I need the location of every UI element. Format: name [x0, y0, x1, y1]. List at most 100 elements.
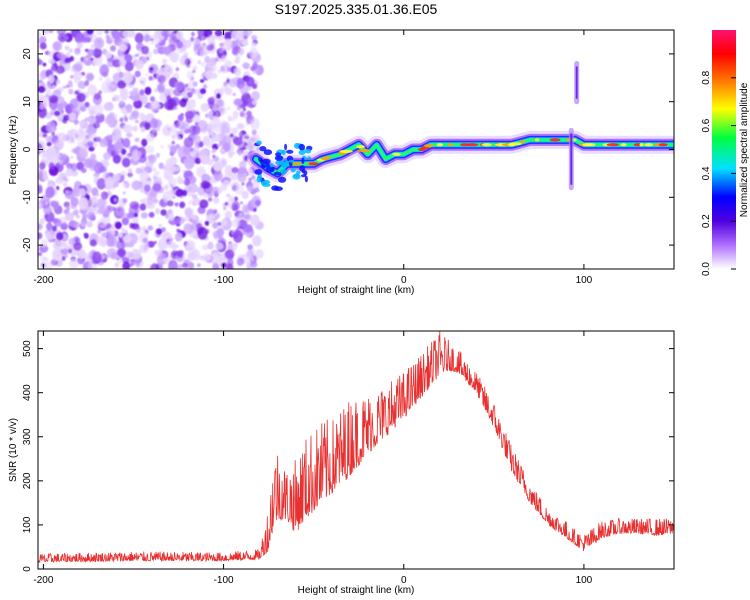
noise-blob	[64, 62, 71, 71]
noise-blob	[78, 148, 89, 159]
noise-blob	[150, 96, 155, 102]
noise-blob	[62, 221, 67, 226]
noise-blob	[97, 228, 102, 233]
noise-blob	[112, 173, 121, 182]
noise-blob	[249, 172, 253, 176]
noise-blob	[119, 58, 127, 67]
ridge-scatter	[269, 163, 274, 168]
ridge-scatter	[284, 143, 288, 151]
noise-blob	[63, 35, 69, 41]
noise-blob	[250, 137, 255, 142]
noise-blob	[212, 221, 219, 229]
noise-blob	[177, 179, 184, 185]
ridge-scatter	[280, 168, 287, 175]
colorbar-tick-label: 0.4	[701, 166, 712, 180]
noise-blob	[74, 119, 80, 125]
noise-blob	[213, 209, 218, 214]
noise-blob	[251, 35, 258, 41]
noise-blob	[234, 58, 241, 64]
noise-blob	[163, 168, 174, 181]
noise-blob	[76, 215, 80, 219]
series-line-snr	[38, 331, 674, 564]
noise-blob	[91, 251, 102, 264]
noise-blob	[227, 245, 234, 251]
noise-blob	[232, 110, 239, 119]
noise-blob	[55, 177, 64, 185]
noise-blob	[50, 126, 56, 133]
snr-y-axis-label: SNR (10 * v/v)	[8, 418, 19, 482]
ridge-hotspot	[447, 143, 454, 147]
ridge-scatter	[307, 156, 311, 160]
noise-blob	[42, 133, 48, 138]
noise-blob	[251, 129, 257, 135]
noise-blob	[99, 64, 109, 77]
noise-blob	[132, 249, 142, 260]
noise-blob	[211, 35, 217, 40]
colorbar-gradient	[712, 30, 736, 269]
noise-blob	[252, 235, 262, 247]
noise-blob	[183, 223, 194, 235]
snr-y-tick-label: 0	[22, 566, 33, 572]
noise-blob	[234, 216, 241, 222]
colorbar: 0.0 0.2 0.4 0.6 0.8 Normalized spectral ampl…	[701, 30, 750, 276]
noise-blob	[169, 156, 178, 165]
snr-y-tick-label: 300	[22, 428, 33, 445]
noise-blob	[104, 51, 112, 59]
noise-blob	[124, 61, 134, 72]
noise-blob	[135, 150, 142, 158]
noise-blob	[87, 84, 97, 96]
ridge-scatter	[274, 155, 283, 161]
noise-blob	[47, 74, 55, 84]
noise-blob	[231, 200, 240, 211]
snr-x-tick-label: 0	[401, 575, 407, 586]
noise-blob	[166, 200, 174, 207]
noise-blob	[113, 113, 118, 118]
noise-blob	[95, 136, 102, 142]
noise-blob	[227, 115, 233, 122]
noise-blob	[65, 52, 71, 57]
noise-blob	[65, 205, 71, 212]
noise-blob	[131, 262, 135, 266]
noise-blob	[54, 110, 61, 117]
noise-blob	[196, 43, 201, 47]
noise-blob	[50, 112, 54, 116]
noise-blob	[135, 53, 140, 57]
noise-blob	[121, 157, 131, 168]
snr-x-axis-label: Height of straight line (km)	[298, 585, 415, 596]
noise-blob	[200, 103, 210, 112]
noise-blob	[153, 240, 157, 245]
noise-blob	[62, 86, 66, 89]
noise-blob	[221, 148, 225, 153]
noise-blob	[38, 184, 43, 192]
noise-blob	[199, 79, 205, 83]
noise-blob	[240, 201, 244, 205]
noise-blob	[221, 46, 227, 51]
noise-blob	[93, 47, 102, 59]
snr-y-axis: 0 100 200 300 400 500	[22, 340, 674, 572]
noise-blob	[254, 199, 261, 206]
noise-blob	[111, 30, 120, 39]
noise-blob	[77, 80, 87, 90]
snr-y-tick-label: 500	[22, 340, 33, 357]
ridge-hotspot	[520, 140, 526, 144]
noise-blob	[171, 134, 176, 140]
ridge-scatter	[286, 149, 294, 154]
noise-blob	[169, 189, 175, 196]
noise-blob	[68, 88, 74, 95]
noise-blob	[241, 190, 249, 199]
noise-blob	[61, 256, 66, 261]
noise-blob	[119, 117, 124, 123]
noise-blob	[197, 60, 201, 65]
noise-blob	[181, 189, 188, 197]
noise-blob	[152, 183, 162, 192]
noise-blob	[242, 62, 250, 69]
noise-blob	[158, 199, 165, 207]
noise-blob	[236, 123, 245, 130]
noise-blob	[197, 263, 201, 268]
noise-blob	[164, 65, 174, 76]
ridge-hotspot	[308, 162, 319, 166]
noise-blob	[247, 244, 253, 251]
noise-blob	[46, 222, 53, 231]
noise-blob	[148, 75, 153, 81]
noise-blob	[70, 197, 79, 207]
